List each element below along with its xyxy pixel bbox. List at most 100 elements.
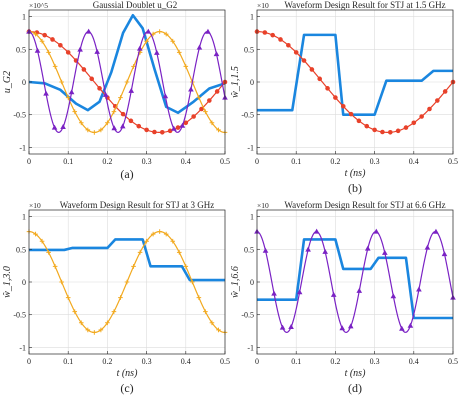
x-tick-label: 0.3 xyxy=(370,357,380,366)
data-point xyxy=(152,129,157,135)
data-point xyxy=(364,123,370,129)
data-point xyxy=(68,89,75,95)
data-point xyxy=(39,238,45,244)
data-point xyxy=(205,28,211,34)
data-point xyxy=(145,28,152,34)
data-point xyxy=(399,325,405,331)
data-point xyxy=(170,38,176,44)
data-point xyxy=(333,95,338,100)
data-point xyxy=(42,32,47,38)
data-point xyxy=(286,42,291,48)
x-tick-label: 0.2 xyxy=(330,157,340,166)
data-point xyxy=(111,109,117,114)
y-tick-label: -0.5 xyxy=(13,311,26,320)
data-point xyxy=(387,130,393,135)
x-tick-label: 0.5 xyxy=(448,357,458,366)
x-tick-label: 0.4 xyxy=(409,157,419,166)
data-point xyxy=(313,228,320,234)
data-point xyxy=(136,45,143,51)
data-point xyxy=(92,330,97,335)
y-axis-label: u_G2 xyxy=(2,71,13,93)
data-point xyxy=(39,38,45,44)
data-point xyxy=(179,122,186,128)
data-point xyxy=(157,229,162,234)
data-point xyxy=(209,120,215,126)
data-point xyxy=(136,123,142,129)
x-tick-label: 0.2 xyxy=(330,357,340,366)
data-point xyxy=(213,51,220,57)
data-point xyxy=(154,49,160,55)
subfigure-caption: (c) xyxy=(120,381,133,395)
axis-exponent: ×10 xyxy=(29,201,41,210)
data-point xyxy=(262,30,268,35)
data-point xyxy=(305,246,311,252)
panel-2: 0 0.1 0.2 0.3 0.4 0.5 1 0.5 0 -0.5 -1 ×10 Waveform D… xyxy=(230,0,458,195)
data-point xyxy=(120,111,126,117)
data-point xyxy=(301,58,307,63)
x-tick-label: 0.1 xyxy=(63,157,73,166)
data-point xyxy=(216,327,221,333)
x-tick-label: 0.1 xyxy=(291,157,301,166)
series-blue xyxy=(257,238,453,320)
data-point xyxy=(176,50,182,55)
data-point xyxy=(347,323,354,329)
data-point xyxy=(58,42,63,48)
panel-1: 0 0.1 0.2 0.3 0.4 0.5 1 0.5 0 -0.5 -1 ×10^5 Gaussial… xyxy=(2,0,230,181)
data-point xyxy=(131,264,136,269)
y-tick-label: -1 xyxy=(19,143,26,152)
data-point xyxy=(167,128,173,134)
x-tick-label: 0.1 xyxy=(291,357,301,366)
data-point xyxy=(65,295,71,300)
data-point xyxy=(427,106,432,112)
data-point xyxy=(159,130,165,135)
chart-title: Waveform Design Result for STJ at 1.5 GH… xyxy=(284,0,445,10)
data-point xyxy=(279,324,286,330)
data-point xyxy=(124,79,130,85)
chart-title: Gaussial Doublet u_G2 xyxy=(93,0,178,10)
data-point xyxy=(77,46,83,52)
subfigure-caption: (a) xyxy=(120,167,133,181)
data-point xyxy=(118,295,123,300)
x-axis-label: t (ns) xyxy=(117,368,139,379)
y-tick-label: 1 xyxy=(250,13,254,22)
data-point xyxy=(317,76,323,82)
y-tick-label: 1 xyxy=(250,213,254,222)
data-point xyxy=(209,320,215,326)
data-point xyxy=(203,309,208,314)
data-point xyxy=(433,228,439,234)
data-point xyxy=(163,231,169,237)
y-tick-label: -1 xyxy=(19,343,26,352)
x-axis-label: t (ns) xyxy=(345,368,367,379)
series-line xyxy=(257,238,453,320)
data-point xyxy=(33,231,38,237)
data-point xyxy=(111,309,117,314)
panel-4: 0 0.1 0.2 0.3 0.4 0.5 1 0.5 0 -0.5 -1 ×10 Waveform D… xyxy=(230,200,458,395)
x-tick-label: 0.2 xyxy=(102,157,112,166)
series-line xyxy=(28,31,226,133)
data-point xyxy=(207,98,212,103)
x-tick-label: 0.2 xyxy=(102,357,112,366)
y-tick-label: -0.5 xyxy=(241,111,254,120)
data-point xyxy=(442,89,448,94)
data-point xyxy=(60,124,66,130)
y-tick-label: -0.5 xyxy=(241,311,254,320)
data-point xyxy=(119,123,126,129)
series-blue xyxy=(29,238,225,282)
data-point xyxy=(203,109,208,114)
x-tick-label: 0 xyxy=(27,357,31,366)
y-tick-label: 0.5 xyxy=(16,45,26,54)
data-point xyxy=(191,114,196,119)
data-point xyxy=(65,95,71,100)
series-purple xyxy=(254,228,456,333)
data-point xyxy=(137,250,143,255)
y-tick-label: 0.5 xyxy=(244,245,254,254)
chart-title: Waveform Design Result for STJ at 3 GHz xyxy=(60,200,215,210)
y-axis-label: ŵ_1,3.0 xyxy=(2,266,13,298)
data-point xyxy=(105,120,110,126)
data-point xyxy=(322,248,328,254)
data-point xyxy=(78,320,84,326)
data-point xyxy=(339,325,346,331)
data-point xyxy=(97,86,102,91)
data-point xyxy=(85,28,92,34)
